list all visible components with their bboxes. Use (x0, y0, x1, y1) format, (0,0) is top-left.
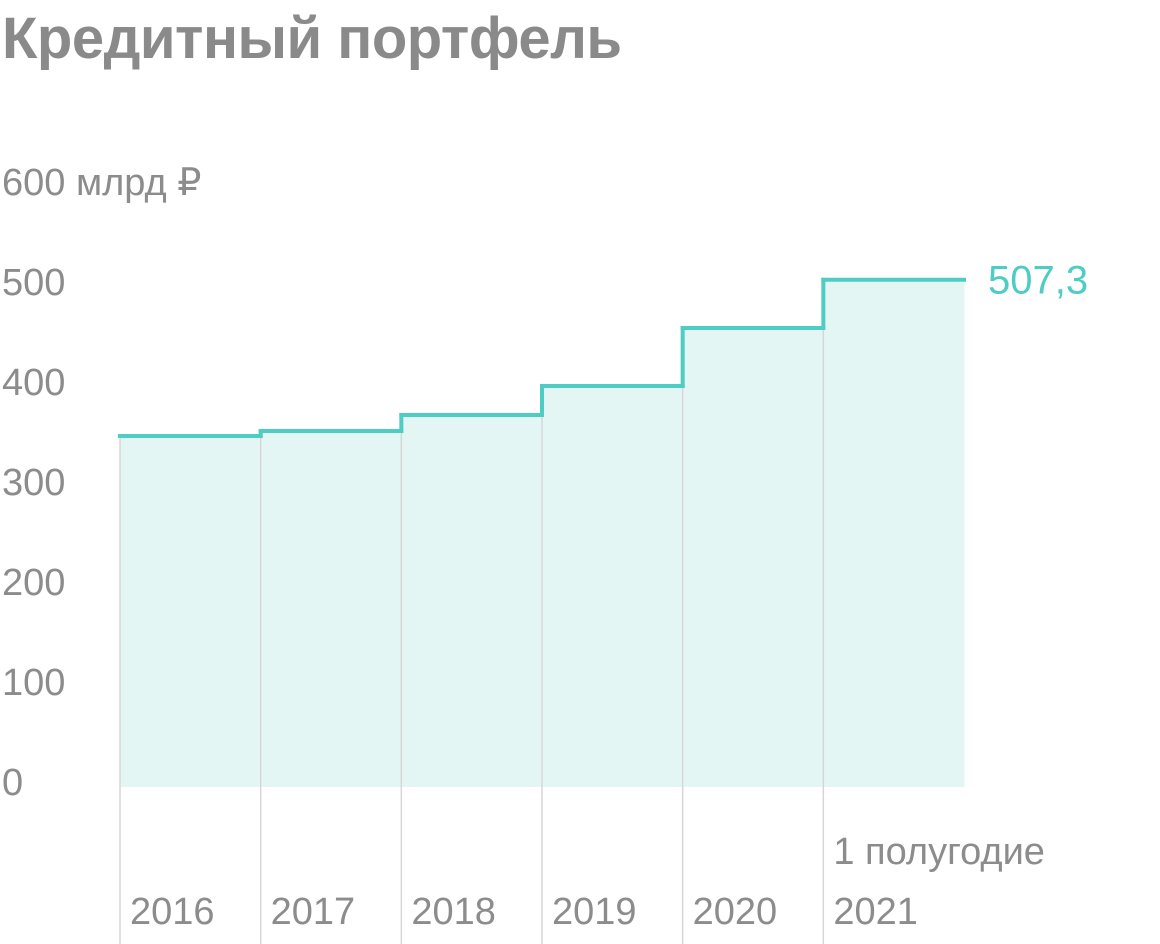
area-step-2020 (682, 328, 824, 787)
x-tick-note: 1 полугодие (833, 831, 1045, 873)
x-tick-label: 2018 (411, 891, 496, 933)
area-step-2016 (120, 436, 262, 787)
y-tick-label: 300 (2, 462, 65, 504)
y-tick-label: 100 (2, 662, 65, 704)
y-tick-label: 0 (2, 762, 23, 804)
divider-layer (119, 279, 825, 944)
y-tick-label: 200 (2, 562, 65, 604)
area-step-2018 (401, 415, 543, 787)
area-step-2019 (542, 386, 684, 787)
y-tick-label: 400 (2, 362, 65, 404)
y-axis: 0 100 200 300 400 500 600 млрд ₽ (2, 162, 201, 804)
y-tick-label: 600 млрд ₽ (2, 162, 201, 204)
area-step-2017 (260, 431, 402, 787)
x-tick-label: 2019 (552, 891, 637, 933)
chart-title: Кредитный портфель (2, 6, 622, 71)
x-tick-label: 2021 (833, 891, 918, 933)
value-label: 507,3 (988, 259, 1088, 303)
x-tick-label: 2017 (271, 891, 356, 933)
x-axis: 2016 2017 2018 2019 2020 2021 1 полугодие (130, 831, 1045, 933)
line-layer (118, 277, 966, 438)
annotation-layer: 507,3 (988, 259, 1088, 303)
x-tick-label: 2020 (693, 891, 778, 933)
area-layer (120, 279, 965, 787)
area-step-2021 (823, 279, 965, 787)
x-tick-label: 2016 (130, 891, 215, 933)
y-tick-label: 500 (2, 262, 65, 304)
